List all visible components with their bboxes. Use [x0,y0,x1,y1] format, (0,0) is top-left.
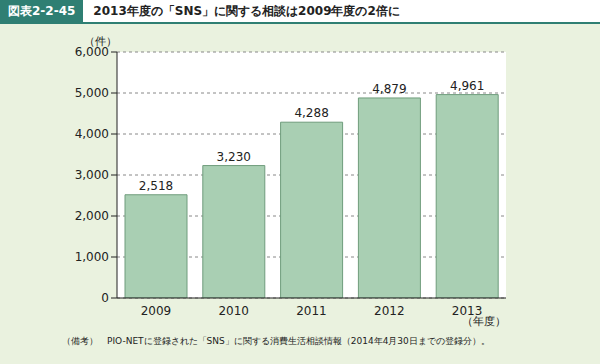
svg-text:2013: 2013 [451,303,483,318]
svg-text:2,000: 2,000 [75,209,109,223]
svg-text:3,230: 3,230 [217,150,251,164]
html-text:図表2-2-45: 図表2-2-45 [8,4,76,18]
svg-text:2010: 2010 [218,304,249,318]
svg-text:4,879: 4,879 [372,82,406,96]
svg-text:4,288: 4,288 [294,106,328,120]
svg-text:5,000: 5,000 [75,86,109,100]
html-text:2013年度の「SNS」に関する相談は2009年度の2倍に: 2013年度の「SNS」に関する相談は2009年度の2倍に [93,3,400,18]
svg-text:4,000: 4,000 [75,127,109,141]
svg-text:2,518: 2,518 [139,179,173,193]
svg-text:2012: 2012 [374,304,405,318]
svg-text:0: 0 [101,291,109,305]
html-text:（備考） PIO-NETに登録された「SNS」に関する消費生: （備考） PIO-NETに登録された「SNS」に関する消費生活相談情報（2014… [62,336,490,346]
html-text:（年度）: （年度） [462,315,506,328]
svg-text:1,000: 1,000 [75,250,109,264]
svg-text:2009: 2009 [141,304,172,318]
svg-text:2011: 2011 [296,304,327,318]
svg-text:6,000: 6,000 [75,45,109,59]
html-text:（件）: （件） [84,35,117,48]
svg-text:3,000: 3,000 [75,168,109,182]
svg-text:4,961: 4,961 [450,79,484,93]
